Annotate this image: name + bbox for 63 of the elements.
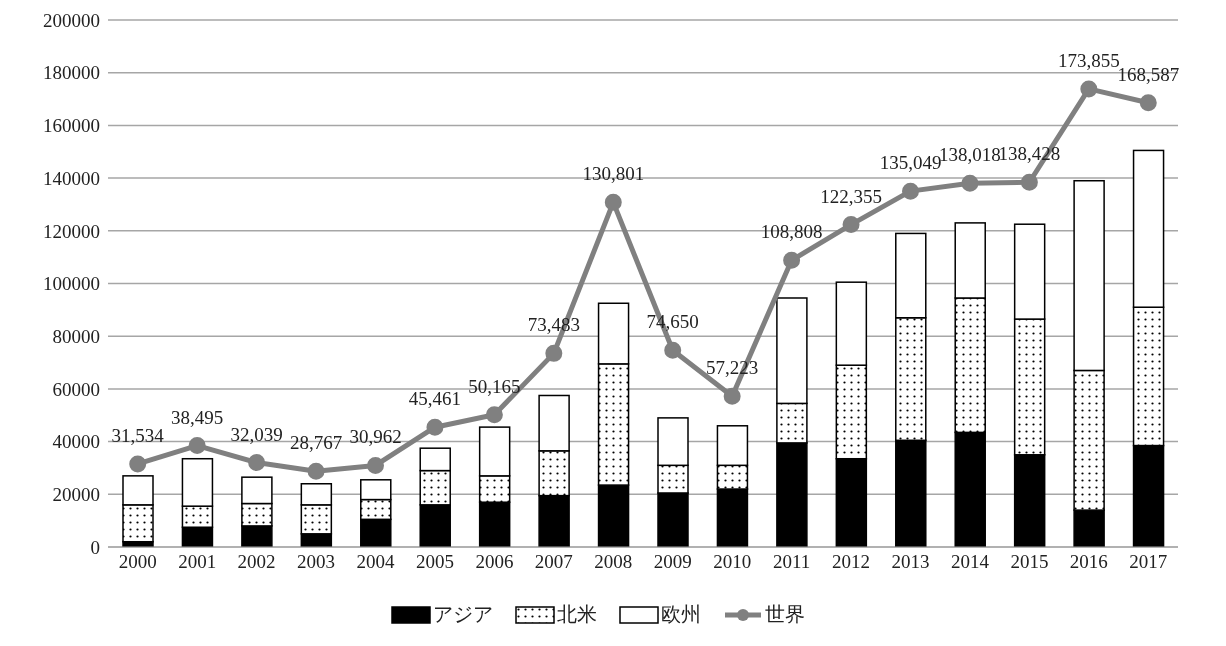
point (248, 454, 266, 472)
legend-label: アジア (433, 602, 493, 627)
y-tick-label: 200000 (43, 9, 100, 31)
point (367, 456, 384, 474)
point (902, 182, 919, 200)
x-tick-label: 2007 (534, 551, 573, 573)
data-label: 30,962 (349, 426, 402, 448)
x-tick-label: 2014 (950, 551, 990, 573)
x-tick-label: 2002 (237, 551, 276, 573)
point (1139, 94, 1157, 112)
point (664, 341, 682, 359)
point (426, 418, 444, 436)
point (961, 174, 979, 192)
point (723, 387, 741, 405)
x-tick-label: 2003 (297, 551, 336, 573)
x-tick-label: 2000 (118, 551, 157, 573)
y-tick-label: 100000 (43, 273, 100, 295)
y-tick-label: 80000 (52, 325, 100, 347)
data-label: 45,461 (408, 388, 462, 410)
data-label: 135,049 (879, 152, 942, 174)
x-tick-label: 2011 (772, 551, 811, 573)
point (1020, 173, 1038, 191)
y-tick-label: 0 (90, 536, 100, 558)
x-tick-label: 2005 (415, 551, 454, 573)
y-tick-label: 20000 (52, 484, 100, 506)
x-tick-label: 2006 (475, 551, 514, 573)
y-tick-label: 40000 (52, 431, 100, 453)
y-tick-label: 120000 (43, 220, 100, 242)
x-tick-label: 2012 (832, 551, 871, 573)
point (307, 462, 325, 480)
data-label: 50,165 (468, 375, 521, 397)
data-label: 108,808 (760, 221, 823, 243)
legend-label: 世界 (765, 602, 805, 627)
point (485, 406, 503, 424)
point (842, 216, 860, 234)
point (1080, 80, 1098, 98)
point (545, 344, 563, 362)
y-tick-label: 60000 (52, 378, 100, 400)
x-tick-label: 2001 (178, 551, 217, 573)
y-tick-label: 180000 (43, 62, 100, 84)
point (188, 437, 206, 455)
x-tick-label: 2017 (1129, 551, 1168, 573)
data-label: 122,355 (820, 185, 882, 207)
data-label: 38,495 (171, 406, 224, 428)
x-tick-label: 2016 (1069, 551, 1108, 573)
x-tick-label: 2013 (891, 551, 930, 573)
point (783, 251, 801, 269)
legend-label: 欧州 (661, 602, 701, 627)
x-tick-label: 2009 (653, 551, 692, 573)
x-tick-label: 2004 (356, 551, 395, 573)
data-label: 32,039 (230, 423, 283, 445)
point (604, 193, 622, 211)
y-tick-label: 160000 (43, 115, 100, 137)
data-label: 31,534 (111, 424, 165, 446)
data-label: 130,801 (582, 163, 645, 185)
data-label: 173,855 (1057, 49, 1120, 71)
x-tick-label: 2008 (594, 551, 633, 573)
x-tick-label: 2010 (713, 551, 752, 573)
data-label: 28,767 (289, 432, 343, 454)
legend-label: 北米 (557, 602, 597, 627)
point (129, 455, 147, 473)
x-tick-label: 2015 (1010, 551, 1049, 573)
y-tick-label: 140000 (43, 167, 100, 189)
